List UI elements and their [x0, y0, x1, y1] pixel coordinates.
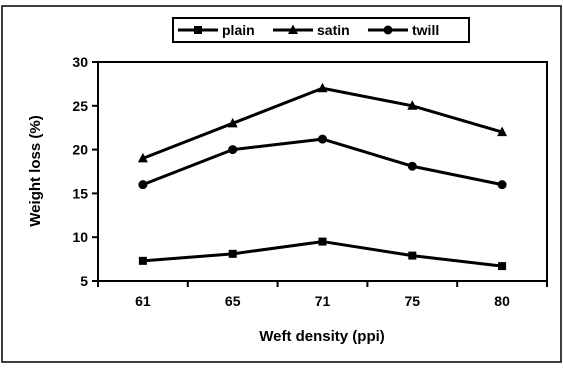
x-tick-label: 75 — [405, 293, 421, 309]
x-tick-label: 61 — [135, 293, 151, 309]
x-tick-label: 80 — [494, 293, 510, 309]
data-point-satin — [227, 117, 238, 128]
legend-label: plain — [222, 22, 255, 38]
y-axis-label: Weight loss (%) — [27, 115, 44, 226]
data-point-plain — [138, 256, 147, 265]
data-point-plain — [318, 237, 327, 246]
legend-marker — [288, 24, 298, 34]
y-tick-label: 20 — [72, 142, 88, 158]
data-point-twill — [138, 180, 148, 190]
data-point-twill — [318, 134, 327, 144]
legend-label: twill — [412, 22, 439, 38]
data-point-twill — [497, 180, 507, 190]
x-tick-label: 65 — [225, 293, 241, 309]
y-tick-label: 30 — [72, 54, 88, 70]
legend: plain satin twill — [172, 17, 470, 43]
legend-label: satin — [317, 22, 350, 38]
plot-area — [97, 61, 548, 282]
legend-item-satin: satin — [273, 22, 350, 38]
x-axis-label: Weft density (ppi) — [259, 328, 385, 345]
legend-marker — [383, 25, 393, 35]
data-point-twill — [228, 145, 238, 155]
x-tick-label: 71 — [315, 293, 331, 309]
data-point-plain — [228, 249, 237, 258]
legend-marker — [194, 26, 202, 34]
data-point-plain — [498, 262, 507, 271]
data-point-twill — [407, 161, 417, 171]
y-tick-label: 10 — [72, 229, 88, 245]
legend-box — [172, 17, 470, 43]
series-plain — [138, 237, 507, 271]
data-point-satin — [317, 82, 328, 93]
y-tick-label: 25 — [72, 98, 88, 114]
y-axis: 5 10 15 20 25 30 — [72, 54, 98, 289]
x-axis: 61 65 71 75 80 — [97, 281, 548, 309]
data-point-satin — [407, 100, 418, 110]
y-tick-label: 15 — [72, 185, 88, 201]
data-point-satin — [137, 152, 148, 163]
series-satin — [137, 82, 508, 163]
series-twill — [138, 134, 507, 190]
series-layer — [137, 82, 508, 271]
chart-frame — [1, 5, 562, 363]
data-point-satin — [497, 126, 508, 137]
y-tick-label: 5 — [80, 273, 88, 289]
data-point-plain — [408, 251, 417, 260]
legend-item-plain: plain — [178, 22, 255, 38]
legend-item-twill: twill — [368, 22, 439, 38]
